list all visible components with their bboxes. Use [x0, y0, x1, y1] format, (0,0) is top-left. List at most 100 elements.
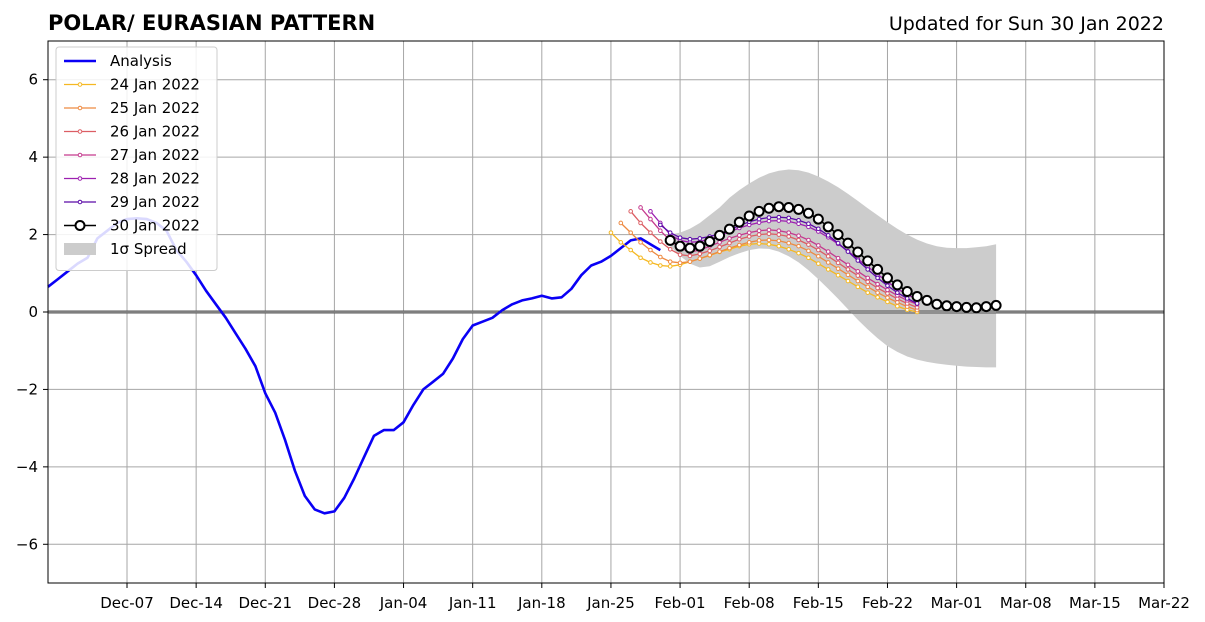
x-tick-label: Jan-04 [379, 594, 428, 612]
forecast-point [796, 233, 801, 239]
legend-key-marker [77, 199, 83, 205]
forecast-point [855, 269, 861, 274]
forecast-point [960, 301, 972, 313]
forecast-point [776, 243, 782, 249]
forecast-point [865, 275, 871, 281]
forecast-point [865, 267, 871, 272]
forecast-point [865, 284, 871, 290]
legend-key-marker [77, 152, 83, 158]
forecast-point [648, 260, 653, 265]
forecast-point [658, 254, 663, 260]
forecast-point [875, 294, 880, 300]
forecast-point [875, 285, 880, 291]
chart-title: POLAR/ EURASIAN PATTERN [48, 11, 375, 35]
chart-subtitle: Updated for Sun 30 Jan 2022 [889, 13, 1164, 35]
forecast-point [872, 263, 884, 275]
forecast-point [677, 260, 683, 266]
forecast-point [648, 247, 653, 253]
forecast-point [786, 234, 792, 239]
x-tick-label: Jan-11 [448, 594, 497, 612]
forecast-point [658, 263, 663, 268]
forecast-point [904, 296, 910, 301]
forecast-point [832, 229, 844, 241]
forecast-point [786, 215, 792, 221]
forecast-point [835, 255, 841, 261]
forecast-point [802, 207, 814, 219]
series-layer [47, 201, 1002, 515]
forecast-point [727, 245, 732, 251]
legend: Analysis 24 Jan 2022 25 Jan 2022 26 Jan 202… [55, 46, 218, 271]
forecast-point [806, 237, 811, 243]
forecast-point [773, 201, 785, 213]
forecast-point [628, 247, 633, 253]
forecast-point [812, 213, 824, 225]
forecast-point [783, 201, 795, 213]
forecast-point [835, 240, 841, 246]
forecast-point [796, 237, 801, 243]
forecast-point [901, 285, 913, 297]
forecast-point [638, 240, 643, 245]
forecast-point [862, 255, 874, 267]
forecast-point [786, 240, 792, 246]
forecast-point [733, 216, 745, 228]
forecast-point [658, 239, 663, 244]
legend-box [55, 46, 218, 271]
forecast-point [704, 236, 716, 248]
forecast-point [796, 243, 801, 249]
forecast-point [717, 244, 722, 250]
forecast-point [667, 230, 673, 235]
forecast-point [885, 299, 890, 305]
forecast-point [648, 216, 653, 222]
forecast-point [714, 229, 726, 241]
x-tick-label: Jan-18 [517, 594, 566, 612]
y-tick-label: −2 [16, 380, 38, 398]
x-tick-label: Feb-22 [862, 594, 913, 612]
forecast-point [756, 216, 762, 222]
forecast-point [875, 290, 880, 295]
x-tick-label: Mar-22 [1138, 594, 1190, 612]
y-tick-label: 4 [28, 148, 38, 166]
x-tick-label: Dec-07 [100, 594, 154, 612]
legend-label: 27 Jan 2022 [110, 146, 200, 164]
forecast-point [845, 272, 851, 278]
forecast-point [911, 291, 923, 303]
forecast-point [766, 237, 772, 243]
forecast-point [816, 226, 821, 232]
legend-key-marker [77, 176, 83, 181]
forecast-point [825, 249, 831, 254]
forecast-point [618, 220, 624, 226]
forecast-point [667, 246, 673, 252]
forecast-point [746, 230, 752, 235]
x-axis: Dec-07 Dec-14 Dec-21 Dec-28 Jan-04 Jan-11 Jan-… [100, 583, 1190, 612]
forecast-point [766, 231, 772, 237]
legend-key-marker [74, 220, 86, 231]
legend-key-spread [64, 243, 96, 255]
forecast-point [845, 262, 851, 268]
legend-label: 25 Jan 2022 [110, 99, 200, 117]
forecast-point [667, 264, 673, 269]
forecast-point [816, 253, 821, 259]
forecast-point [825, 260, 831, 265]
forecast-point [776, 232, 782, 237]
legend-key-marker [77, 105, 83, 111]
x-tick-label: Feb-08 [724, 594, 775, 612]
forecast-point [845, 278, 851, 284]
forecast-point [825, 253, 831, 259]
forecast-point [638, 220, 643, 226]
forecast-point [694, 240, 706, 252]
forecast-point [875, 281, 880, 287]
legend-key-marker [77, 82, 83, 87]
forecast-point [707, 248, 712, 254]
forecast-point [667, 259, 673, 264]
forecast-point [816, 261, 821, 266]
forecast-point [628, 230, 633, 235]
x-tick-label: Feb-01 [655, 594, 706, 612]
forecast-point [638, 205, 643, 210]
forecast-point [941, 300, 953, 312]
x-tick-label: Dec-14 [169, 594, 223, 612]
forecast-point [855, 284, 861, 290]
forecast-point [845, 249, 851, 254]
legend-label: 28 Jan 2022 [110, 170, 200, 188]
x-tick-label: Mar-15 [1069, 594, 1121, 612]
